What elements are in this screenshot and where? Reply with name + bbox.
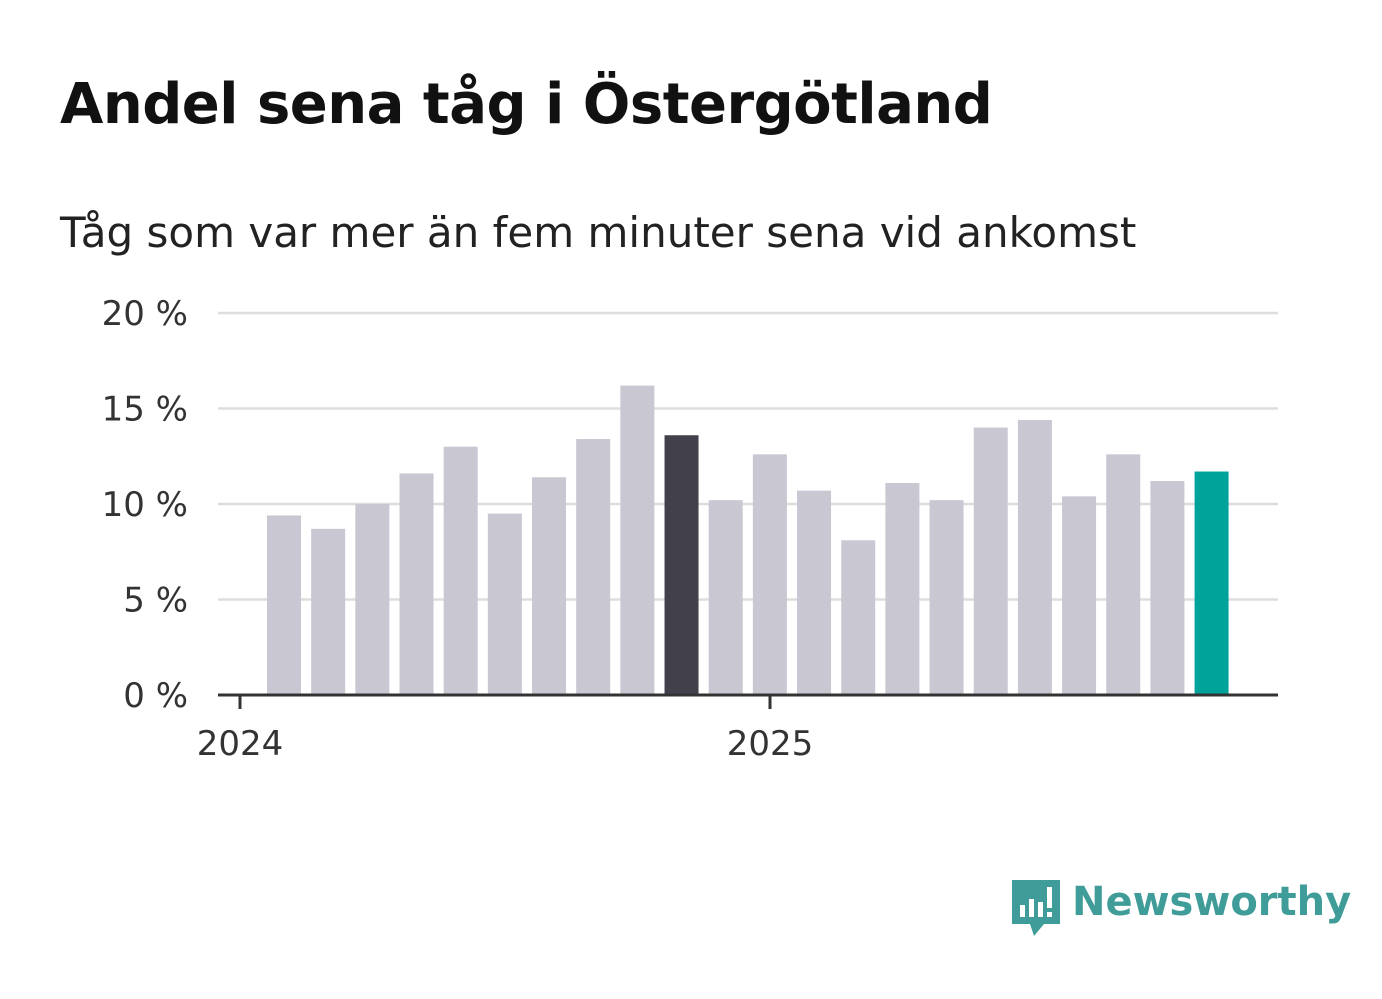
x-tick-label-2025: 2025: [727, 724, 814, 764]
chart-subtitle: Tåg som var mer än fem minuter sena vid …: [60, 208, 1137, 257]
bar-2025-08: [1062, 496, 1097, 695]
bars: [267, 385, 1229, 695]
bar-2025-04: [885, 482, 920, 695]
bar-2025-07: [1017, 419, 1052, 695]
bar-2025-06: [973, 427, 1008, 695]
bar-2025-02: [797, 490, 832, 695]
bar-2024-12: [708, 500, 743, 695]
y-tick-label-10: 10 %: [102, 485, 188, 525]
newsworthy-logo: Newsworthy: [1010, 878, 1351, 940]
bar-2024-11: [664, 435, 699, 695]
bar-2025-01: [752, 454, 787, 695]
bar-2025-09: [1106, 454, 1141, 695]
bar-2024-03: [311, 528, 346, 695]
bar-2024-05: [399, 473, 434, 695]
x-axis: [218, 693, 1278, 709]
y-axis-labels: 0 % 5 % 10 % 15 % 20 %: [102, 294, 188, 716]
bar-2025-10: [1150, 481, 1185, 695]
chart-title: Andel sena tåg i Östergötland: [60, 72, 993, 137]
bar-2024-08: [532, 477, 567, 695]
y-tick-label-0: 0 %: [123, 676, 188, 716]
gridlines: [218, 311, 1278, 601]
y-tick-label-15: 15 %: [102, 390, 188, 430]
x-tick-label-2024: 2024: [197, 724, 284, 764]
bar-2025-11: [1194, 471, 1229, 695]
bar-2024-10: [620, 385, 655, 695]
bar-2025-05: [929, 500, 964, 695]
y-tick-label-5: 5 %: [123, 581, 188, 621]
x-axis-labels: 2024 2025: [197, 724, 814, 764]
newsworthy-logo-icon: [1012, 880, 1060, 936]
bar-2025-03: [841, 540, 876, 695]
bar-2024-02: [267, 515, 301, 695]
bar-2024-06: [443, 446, 478, 695]
newsworthy-logo-text: Newsworthy: [1072, 879, 1352, 925]
bar-2024-07: [487, 513, 522, 695]
bar-2024-04: [355, 504, 390, 695]
bar-2024-09: [576, 439, 611, 695]
y-tick-label-20: 20 %: [102, 294, 188, 334]
